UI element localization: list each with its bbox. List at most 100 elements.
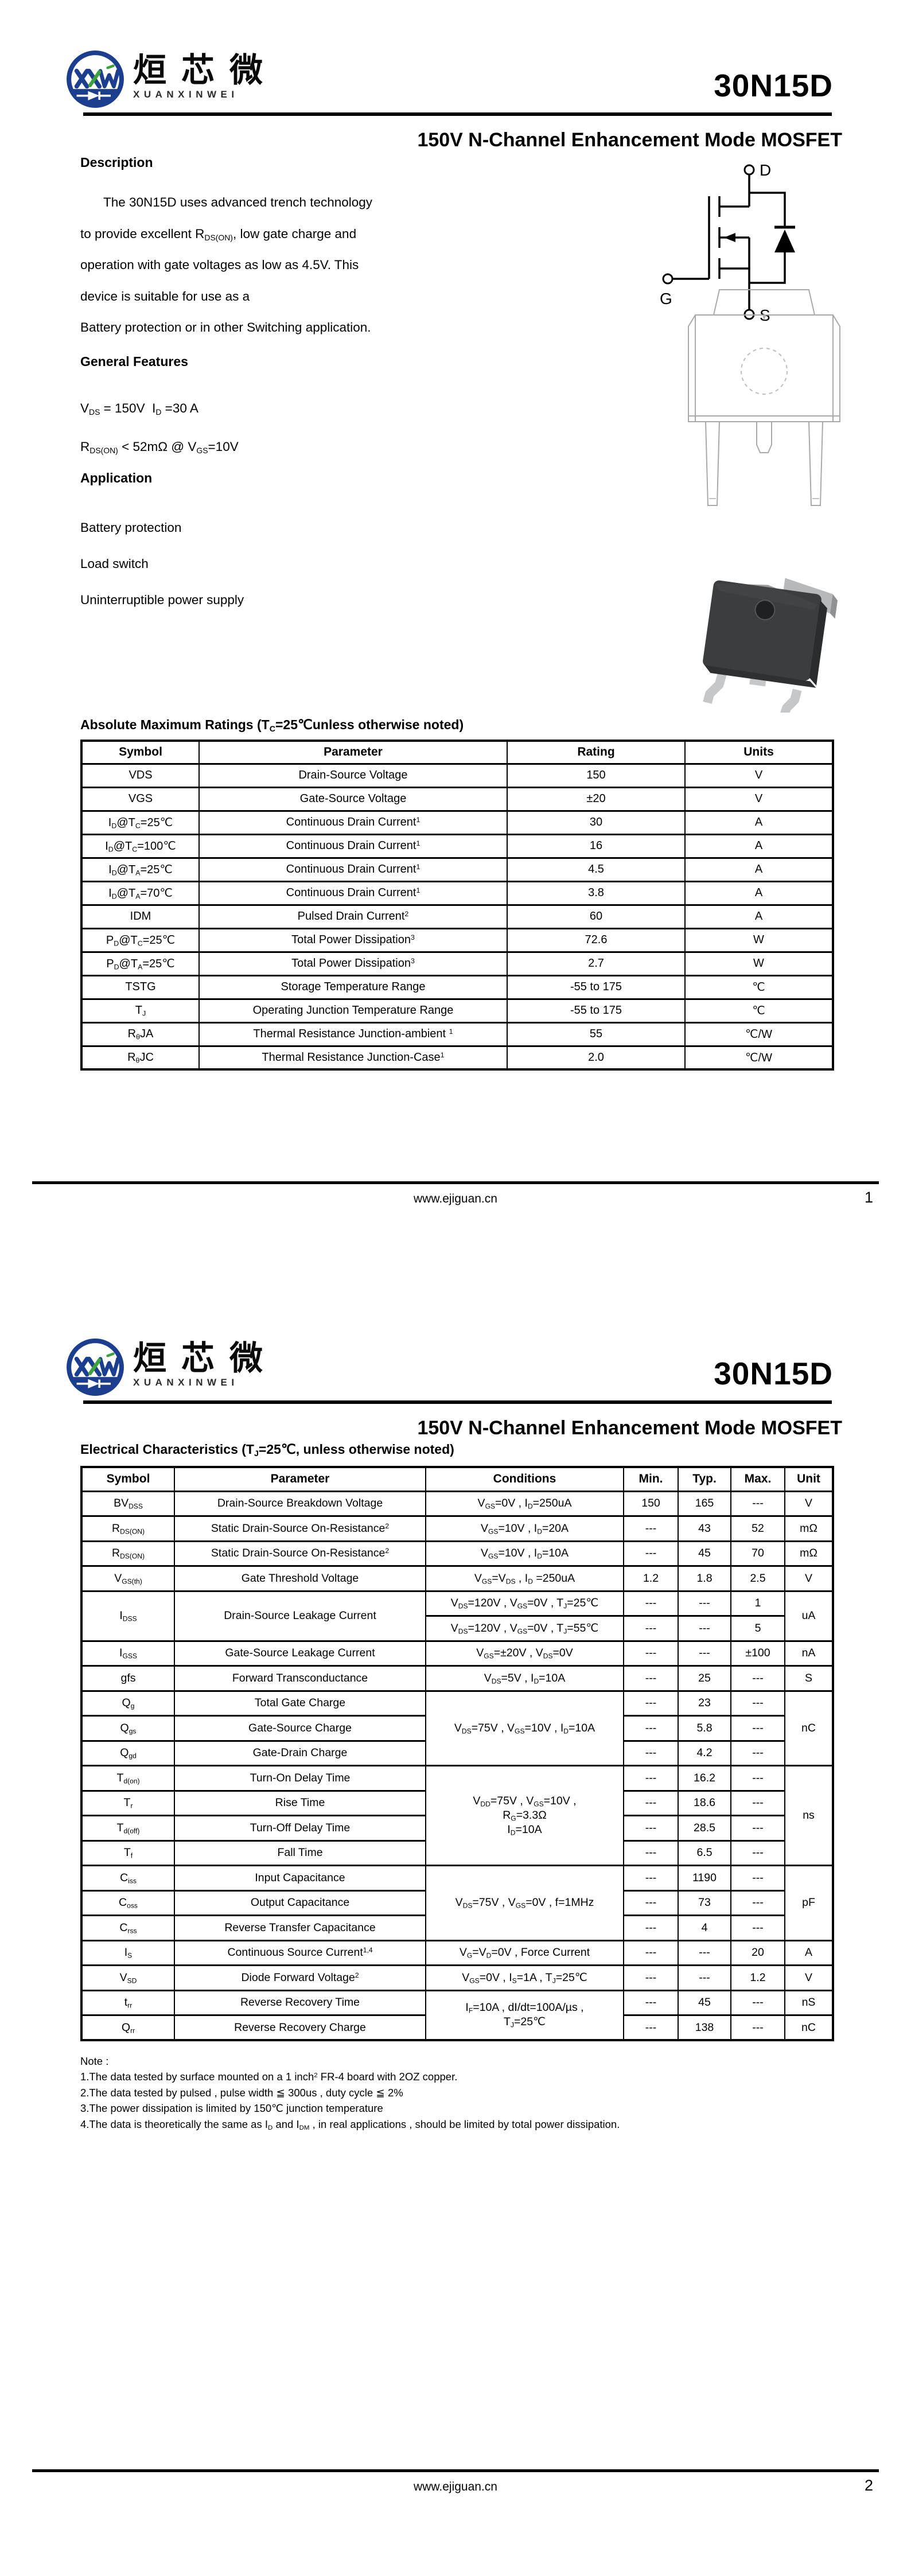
- table-row: RDS(ON) Static Drain-Source On-Resistance…: [81, 1515, 834, 1542]
- features-heading: General Features: [80, 354, 188, 369]
- electrical-characteristics-table: Symbol Parameter Conditions Min. Typ. Ma…: [80, 1466, 834, 2041]
- table-row: Qrr Reverse Recovery Charge --- 138 --- nC: [81, 2014, 834, 2041]
- table-header-row: Symbol Parameter Conditions Min. Typ. Ma…: [81, 1466, 834, 1492]
- rating-cell: 16: [507, 833, 686, 859]
- column-header-symbol: Symbol: [81, 1466, 175, 1492]
- parameter-cell: Drain-Source Voltage: [198, 762, 508, 788]
- table-row: VDS=120V , VGS=0V , TJ=55℃ --- --- 5: [81, 1615, 833, 1642]
- typ-cell: 1190: [678, 1865, 731, 1892]
- unit-cell: V: [784, 1964, 834, 1991]
- conditions-cell: VGS=0V , IS=1A , TJ=25℃: [425, 1964, 624, 1991]
- conditions-cell: VGS=10V , ID=20A: [425, 1515, 624, 1542]
- column-header-conditions: Conditions: [425, 1466, 624, 1492]
- parameter-cell: Total Power Dissipation3: [198, 927, 508, 953]
- rating-cell: 2.7: [507, 951, 686, 976]
- description-paragraph: The 30N15D uses advanced trench technolo…: [80, 187, 372, 344]
- symbol-cell: ID@TA=25℃: [81, 857, 200, 882]
- min-cell: ---: [623, 1839, 679, 1866]
- min-cell: ---: [623, 1740, 679, 1766]
- conditions-cell: IF=10A , dI/dt=100A/µs , TJ=25℃: [425, 1989, 624, 2041]
- rating-cell: 4.5: [507, 857, 686, 882]
- units-cell: A: [684, 810, 834, 835]
- table-row: TJ Operating Junction Temperature Range -5…: [81, 998, 834, 1024]
- parameter-cell: Continuous Drain Current1: [198, 857, 508, 882]
- amr-heading: Absolute Maximum Ratings (TC=25℃unless o…: [80, 717, 464, 734]
- rating-cell: ±20: [507, 786, 686, 812]
- parameter-cell: Gate-Drain Charge: [174, 1740, 426, 1766]
- unit-cell: nS: [784, 1989, 834, 2016]
- conditions-cell: VGS=±20V , VDS=0V: [425, 1640, 624, 1667]
- parameter-cell: Gate-Source Voltage: [198, 786, 508, 812]
- parameter-cell: Storage Temperature Range: [198, 974, 508, 1000]
- symbol-cell: PD@TA=25℃: [81, 951, 200, 976]
- typ-cell: 73: [678, 1889, 731, 1916]
- description-line: Battery protection or in other Switching…: [80, 320, 371, 334]
- max-cell: ---: [730, 1715, 785, 1742]
- table-row: trr Reverse Recovery Time IF=10A , dI/dt=1…: [81, 1989, 834, 2041]
- unit-cell: mΩ: [784, 1515, 834, 1542]
- parameter-cell: Fall Time: [174, 1839, 426, 1866]
- units-cell: ℃: [684, 998, 834, 1024]
- conditions-cell: VDS=120V , VGS=0V , TJ=55℃: [425, 1615, 624, 1642]
- footer-website[interactable]: www.ejiguan.cn: [414, 2480, 497, 2493]
- symbol-cell: TJ: [81, 998, 200, 1024]
- table-row: VSD Diode Forward Voltage2 VGS=0V , IS=1A …: [81, 1964, 834, 1991]
- table-row: Qgd Gate-Drain Charge --- 4.2 ---: [81, 1740, 833, 1766]
- table-row: BVDSS Drain-Source Breakdown Voltage VGS=0…: [81, 1490, 834, 1517]
- typ-cell: ---: [678, 1939, 731, 1966]
- table-row: VGS Gate-Source Voltage ±20 V: [81, 786, 834, 812]
- conditions-cell: VG=VD=0V , Force Current: [425, 1939, 624, 1966]
- max-cell: ---: [730, 1889, 785, 1916]
- symbol-cell: ID@TC=100℃: [81, 833, 200, 859]
- max-cell: ---: [730, 1815, 785, 1842]
- min-cell: ---: [623, 1889, 679, 1916]
- parameter-cell: Diode Forward Voltage2: [174, 1964, 426, 1991]
- units-cell: ℃: [684, 974, 834, 1000]
- symbol-cell: RθJC: [81, 1045, 200, 1071]
- table-row: Qgs Gate-Source Charge --- 5.8 ---: [81, 1715, 833, 1742]
- note-line: 1.The data tested by surface mounted on …: [80, 2071, 458, 2083]
- table-row: ID@TA=25℃ Continuous Drain Current1 4.5 A: [81, 857, 834, 882]
- application-heading: Application: [80, 470, 153, 485]
- footer-website[interactable]: www.ejiguan.cn: [414, 1192, 497, 1205]
- min-cell: ---: [623, 1815, 679, 1842]
- rating-cell: 55: [507, 1021, 686, 1047]
- symbol-cell: ID@TA=70℃: [81, 880, 200, 906]
- typ-cell: 23: [678, 1690, 731, 1717]
- symbol-cell: Qg: [81, 1690, 175, 1717]
- symbol-cell: Tf: [81, 1839, 175, 1866]
- typ-cell: 25: [678, 1665, 731, 1692]
- unit-cell: ns: [784, 1765, 834, 1866]
- max-cell: 70: [730, 1540, 785, 1567]
- parameter-cell: Gate-Source Leakage Current: [174, 1640, 426, 1667]
- table-row: ID@TC=25℃ Continuous Drain Current1 30 A: [81, 810, 834, 835]
- part-number-title: 30N15D: [714, 68, 833, 103]
- typ-cell: 4.2: [678, 1740, 731, 1766]
- min-cell: 150: [623, 1490, 679, 1517]
- max-cell: ---: [730, 1740, 785, 1766]
- page-2: 烜芯微 XUANXINWEI 30N15D 150V N-Channel Enh…: [0, 1288, 911, 2576]
- xxw-logo-icon: [67, 50, 124, 108]
- symbol-cell: Td(on): [81, 1765, 175, 1792]
- max-cell: ---: [730, 1839, 785, 1866]
- conditions-cell: VGS=VDS , ID =250uA: [425, 1565, 624, 1592]
- brand-name-zh: 烜芯微: [133, 52, 278, 89]
- symbol-cell: Tr: [81, 1789, 175, 1816]
- symbol-cell: RθJA: [81, 1021, 200, 1047]
- brand-name-zh: 烜芯微: [133, 1340, 278, 1377]
- rating-cell: 60: [507, 904, 686, 929]
- max-cell: 1: [730, 1590, 785, 1617]
- parameter-cell: Continuous Drain Current1: [198, 880, 508, 906]
- max-cell: ±100: [730, 1640, 785, 1667]
- parameter-cell: Continuous Drain Current1: [198, 833, 508, 859]
- table-row: RθJA Thermal Resistance Junction-ambient …: [81, 1021, 834, 1047]
- typ-cell: ---: [678, 1590, 731, 1617]
- page-1: 烜芯微 XUANXINWEI 30N15D 150V N-Channel Enh…: [32, 50, 879, 1206]
- conditions-cell: VGS=0V , ID=250uA: [425, 1490, 624, 1517]
- symbol-cell: BVDSS: [81, 1490, 175, 1517]
- symbol-cell: Ciss: [81, 1865, 175, 1892]
- min-cell: ---: [623, 1865, 679, 1892]
- table-row: VGS(th) Gate Threshold Voltage VGS=VDS , I…: [81, 1565, 834, 1592]
- description-line: operation with gate voltages as low as 4…: [80, 258, 359, 272]
- units-cell: A: [684, 904, 834, 929]
